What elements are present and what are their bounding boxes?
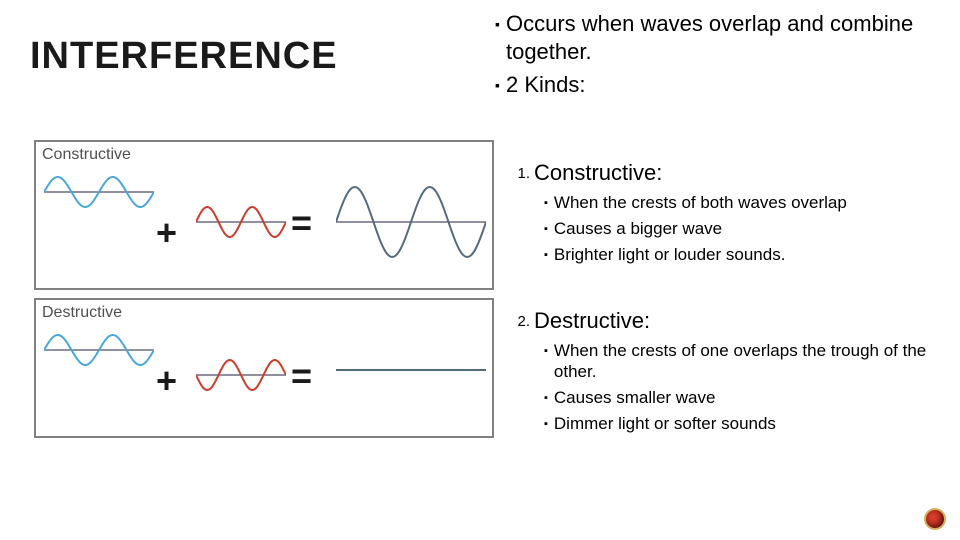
- wave-a-svg: [44, 330, 154, 370]
- interference-diagram: Constructive + = Destructive + =: [34, 140, 494, 438]
- square-bullet-icon: ▪: [544, 192, 548, 214]
- constructive-label: Constructive: [42, 146, 131, 164]
- square-bullet-icon: ▪: [544, 244, 548, 266]
- point-text: Brighter light or louder sounds.: [554, 244, 786, 266]
- square-bullet-icon: ▪: [544, 218, 548, 240]
- square-bullet-icon: ▪: [495, 71, 500, 99]
- constructive-diagram-box: Constructive + =: [34, 140, 494, 290]
- wave-result-slot: [336, 355, 486, 385]
- wave-result-svg: [336, 177, 486, 267]
- slide-title: INTERFERENCE: [30, 35, 490, 78]
- point-text: When the crests of both waves overlap: [554, 192, 847, 214]
- destructive-label: Destructive: [42, 304, 122, 322]
- slide-marker-icon: [924, 508, 946, 530]
- kinds-list: 1. Constructive: ▪ When the crests of bot…: [510, 150, 940, 439]
- plus-symbol: +: [156, 360, 177, 402]
- list-number: 2.: [510, 308, 530, 336]
- sub-point: ▪When the crests of one overlaps the tro…: [544, 340, 940, 383]
- plus-symbol: +: [156, 212, 177, 254]
- wave-result-svg: [336, 355, 486, 385]
- square-bullet-icon: ▪: [544, 340, 548, 383]
- intro-bullet: ▪ Occurs when waves overlap and combine …: [495, 10, 935, 65]
- wave-a-slot: [44, 330, 154, 370]
- intro-text: Occurs when waves overlap and combine to…: [506, 10, 935, 65]
- sub-point: ▪ When the crests of both waves overlap: [544, 192, 940, 214]
- kind-sub-points: ▪ When the crests of both waves overlap ▪…: [544, 192, 940, 266]
- wave-b-slot: [196, 355, 286, 395]
- wave-a-svg: [44, 172, 154, 212]
- equals-symbol: =: [291, 202, 312, 244]
- kind-label: Constructive:: [534, 160, 662, 188]
- point-text: Causes a bigger wave: [554, 218, 722, 240]
- wave-b-svg: [196, 202, 286, 242]
- sub-point: ▪ Causes a bigger wave: [544, 218, 940, 240]
- destructive-diagram-box: Destructive + =: [34, 298, 494, 438]
- square-bullet-icon: ▪: [544, 413, 548, 435]
- kind-item: 2. Destructive:: [510, 308, 940, 336]
- wave-b-svg: [196, 355, 286, 395]
- wave-b-slot: [196, 202, 286, 242]
- intro-text: 2 Kinds:: [506, 71, 586, 99]
- point-text: Dimmer light or softer sounds: [554, 413, 776, 435]
- point-text: Causes smaller wave: [554, 387, 716, 409]
- list-number: 1.: [510, 160, 530, 188]
- intro-bullets: ▪ Occurs when waves overlap and combine …: [495, 10, 935, 105]
- equals-symbol: =: [291, 355, 312, 397]
- kind-label: Destructive:: [534, 308, 650, 336]
- kind-item: 1. Constructive:: [510, 160, 940, 188]
- intro-bullet: ▪ 2 Kinds:: [495, 71, 935, 99]
- kind-sub-points: ▪When the crests of one overlaps the tro…: [544, 340, 940, 435]
- title-area: INTERFERENCE: [30, 35, 490, 78]
- point-text: When the crests of one overlaps the trou…: [554, 340, 940, 383]
- wave-result-slot: [336, 177, 486, 267]
- sub-point: ▪ Brighter light or louder sounds.: [544, 244, 940, 266]
- sub-point: ▪ Dimmer light or softer sounds: [544, 413, 940, 435]
- sub-point: ▪ Causes smaller wave: [544, 387, 940, 409]
- wave-a-slot: [44, 172, 154, 212]
- square-bullet-icon: ▪: [495, 10, 500, 65]
- square-bullet-icon: ▪: [544, 387, 548, 409]
